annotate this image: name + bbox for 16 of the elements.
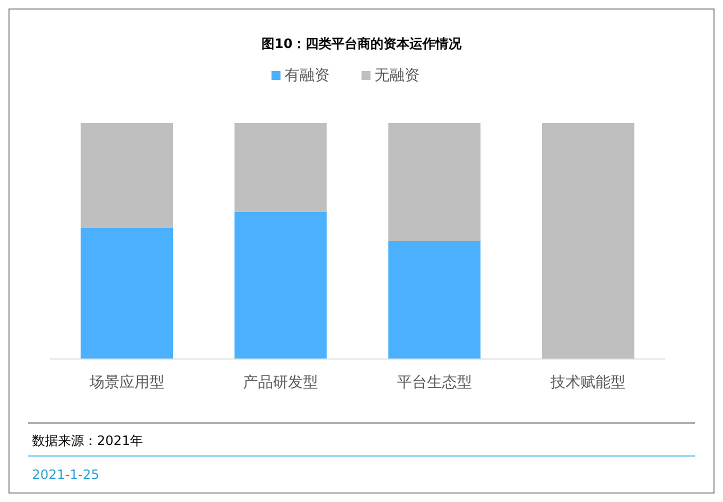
x-tick-label: 技术赋能型 xyxy=(550,373,626,391)
source-note: 数据来源：2021年 xyxy=(32,434,144,449)
bar xyxy=(234,212,327,359)
x-tick-label: 平台生态型 xyxy=(396,373,472,391)
legend-label: 有融资 xyxy=(284,66,330,84)
bar xyxy=(388,123,480,241)
x-tick-label: 场景应用型 xyxy=(88,373,164,391)
bar xyxy=(80,123,173,228)
x-tick-label: 产品研发型 xyxy=(243,373,318,391)
bar xyxy=(388,241,480,359)
bar xyxy=(80,228,173,359)
bar xyxy=(542,123,634,359)
bar xyxy=(234,123,327,212)
chart-title: 图10：四类平台商的资本运作情况 xyxy=(261,36,463,52)
legend-label: 无融资 xyxy=(374,66,420,84)
text: 2021-1-25 xyxy=(32,468,100,483)
